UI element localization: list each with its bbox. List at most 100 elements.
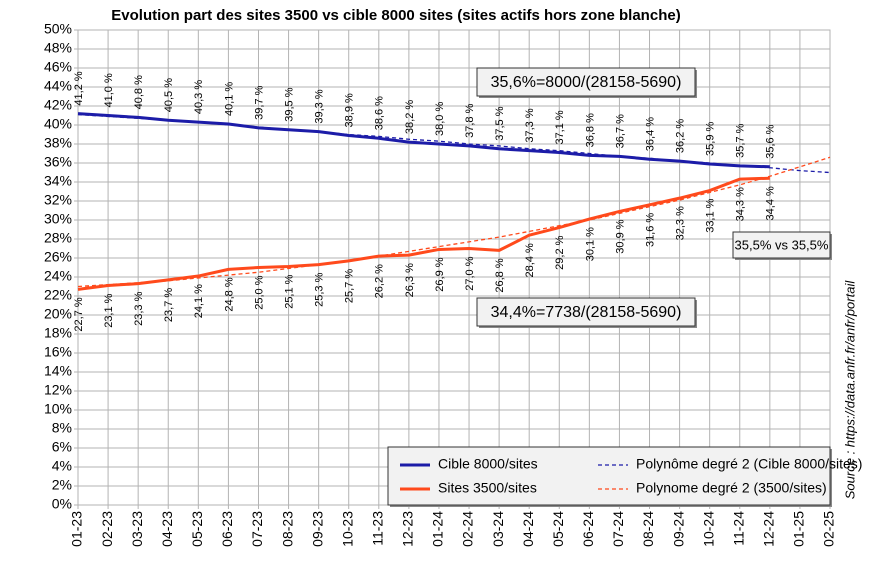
- y-tick-label: 34%: [44, 173, 72, 189]
- data-label: 34,4 %: [765, 186, 777, 220]
- y-tick-label: 14%: [44, 363, 72, 379]
- data-label: 41,2 %: [73, 71, 85, 105]
- y-tick-label: 36%: [44, 154, 72, 170]
- legend: [387, 446, 831, 506]
- data-label: 35,9 %: [705, 121, 717, 155]
- annotation: 35,5% vs 35,5%: [735, 237, 829, 252]
- y-tick-label: 46%: [44, 59, 72, 75]
- x-tick-label: 07-24: [610, 511, 626, 547]
- x-tick-label: 01-23: [69, 511, 85, 547]
- x-tick-label: 03-24: [490, 511, 506, 547]
- y-tick-label: 42%: [44, 97, 72, 113]
- legend-label: Polynôme degré 2 (Cible 8000/sites): [636, 456, 862, 472]
- data-label: 32,3 %: [675, 206, 687, 240]
- data-label: 39,7 %: [253, 85, 265, 119]
- y-tick-label: 48%: [44, 40, 72, 56]
- x-tick-label: 02-24: [460, 511, 476, 547]
- data-label: 23,3 %: [133, 291, 145, 325]
- y-tick-label: 20%: [44, 306, 72, 322]
- x-tick-label: 04-24: [520, 511, 536, 547]
- x-tick-label: 05-23: [189, 511, 205, 547]
- data-label: 26,9 %: [434, 257, 446, 291]
- data-label: 34,3 %: [735, 187, 747, 221]
- y-tick-label: 38%: [44, 135, 72, 151]
- data-label: 26,2 %: [374, 264, 386, 298]
- legend-label: Polynome degré 2 (3500/sites): [636, 480, 827, 496]
- data-label: 40,5 %: [163, 78, 175, 112]
- data-label: 29,2 %: [554, 235, 566, 269]
- data-label: 25,3 %: [314, 272, 326, 306]
- y-tick-label: 18%: [44, 325, 72, 341]
- data-label: 36,8 %: [584, 113, 596, 147]
- x-tick-label: 08-24: [640, 511, 656, 547]
- y-tick-label: 44%: [44, 78, 72, 94]
- y-tick-label: 8%: [52, 420, 72, 436]
- y-tick-label: 22%: [44, 287, 72, 303]
- x-tick-label: 10-24: [700, 511, 716, 547]
- y-tick-label: 12%: [44, 382, 72, 398]
- annotation: 35,6%=8000/(28158-5690): [491, 74, 682, 91]
- data-label: 40,3 %: [193, 80, 205, 114]
- data-label: 38,2 %: [404, 100, 416, 134]
- annotation-box: [476, 67, 696, 97]
- data-label: 38,9 %: [344, 93, 356, 127]
- legend-label: Cible 8000/sites: [438, 456, 538, 472]
- y-tick-label: 40%: [44, 116, 72, 132]
- data-label: 36,4 %: [644, 117, 656, 151]
- y-tick-label: 6%: [52, 439, 72, 455]
- x-tick-label: 04-23: [159, 511, 175, 547]
- y-tick-label: 2%: [52, 477, 72, 493]
- x-tick-label: 10-23: [339, 511, 355, 547]
- data-label: 36,7 %: [614, 114, 626, 148]
- y-tick-label: 10%: [44, 401, 72, 417]
- data-label: 40,8 %: [133, 75, 145, 109]
- x-tick-label: 02-23: [99, 511, 115, 547]
- x-tick-label: 05-24: [550, 511, 566, 547]
- trend-line: [77, 156, 831, 288]
- y-tick-label: 26%: [44, 249, 72, 265]
- data-label: 40,1 %: [223, 82, 235, 116]
- y-tick-label: 30%: [44, 211, 72, 227]
- x-tick-label: 03-23: [129, 511, 145, 547]
- y-tick-label: 16%: [44, 344, 72, 360]
- data-label: 30,1 %: [584, 227, 596, 261]
- data-label: 30,9 %: [614, 219, 626, 253]
- annotation: 34,4%=7738/(28158-5690): [491, 304, 682, 321]
- x-tick-label: 08-23: [279, 511, 295, 547]
- data-label: 41,0 %: [103, 73, 115, 107]
- data-label: 25,1 %: [283, 274, 295, 308]
- data-label: 37,3 %: [524, 108, 536, 142]
- source: Source : https://data.anfr.fr/anfr/porta…: [842, 280, 857, 500]
- x-tick-label: 09-23: [309, 511, 325, 547]
- legend-label: Sites 3500/sites: [438, 480, 537, 496]
- data-label: 22,7 %: [73, 297, 85, 331]
- data-label: 39,3 %: [314, 89, 326, 123]
- x-tick-label: 11-24: [730, 511, 746, 546]
- data-label: 37,5 %: [494, 106, 506, 140]
- data-label: 26,3 %: [404, 263, 416, 297]
- data-label: 36,2 %: [675, 119, 687, 153]
- y-tick-label: 4%: [52, 458, 72, 474]
- x-tick-label: 12-23: [400, 511, 416, 547]
- data-label: 23,1 %: [103, 293, 115, 327]
- data-label: 24,1 %: [193, 284, 205, 318]
- data-label: 35,7 %: [735, 123, 747, 157]
- data-label: 37,8 %: [464, 103, 476, 137]
- data-label: 28,4 %: [524, 243, 536, 277]
- data-label: 39,5 %: [283, 87, 295, 121]
- chart-title: Evolution part des sites 3500 vs cible 8…: [111, 7, 680, 24]
- y-tick-label: 28%: [44, 230, 72, 246]
- x-tick-label: 12-24: [761, 511, 777, 547]
- y-tick-label: 32%: [44, 192, 72, 208]
- x-tick-label: 06-23: [219, 511, 235, 547]
- data-label: 23,7 %: [163, 288, 175, 322]
- data-label: 37,1 %: [554, 110, 566, 144]
- x-tick-label: 11-23: [370, 511, 386, 546]
- x-tick-label: 02-25: [821, 511, 837, 547]
- annotation-box: [732, 231, 831, 259]
- x-tick-label: 07-23: [249, 511, 265, 547]
- x-tick-label: 01-25: [791, 511, 807, 547]
- series-line: [77, 176, 770, 291]
- data-label: 38,6 %: [374, 96, 386, 130]
- data-label: 38,0 %: [434, 102, 446, 136]
